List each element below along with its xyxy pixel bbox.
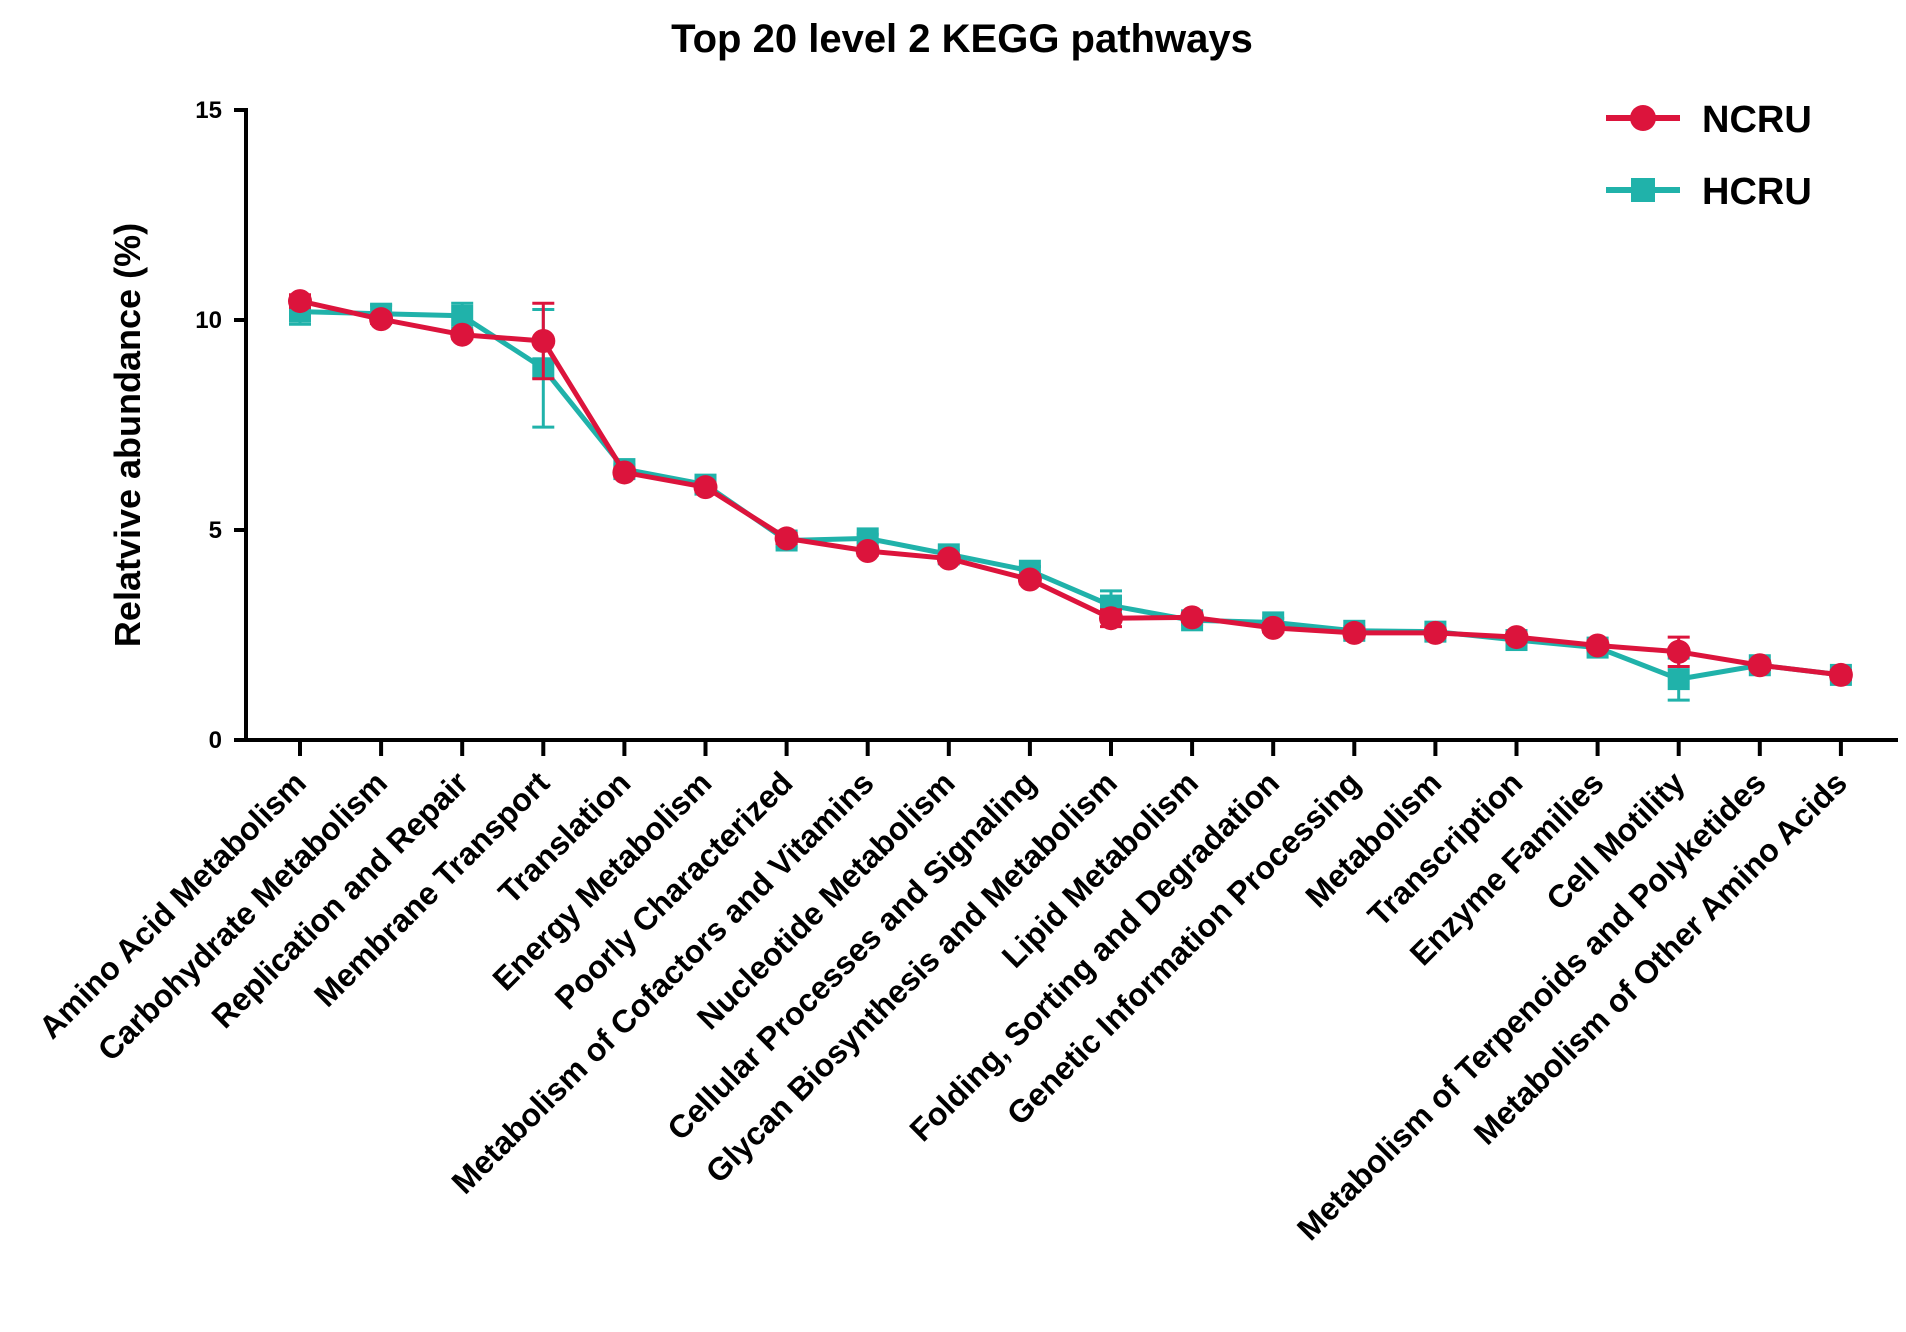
series-ncru [288, 289, 1853, 687]
data-point-circle [693, 475, 718, 500]
data-point-circle [1261, 615, 1286, 640]
data-point-square [1667, 668, 1690, 691]
y-tick-label: 10 [195, 307, 222, 334]
data-point-circle [1666, 639, 1691, 664]
legend-item-hcru: HCRU [1606, 171, 1812, 213]
data-point-circle [774, 526, 799, 551]
x-tick-label: Metabolism of Other Amino Acids [1467, 764, 1854, 1151]
legend-item-ncru: NCRU [1606, 99, 1812, 141]
data-point-circle [1099, 606, 1123, 631]
y-tick-label: 5 [209, 517, 222, 544]
data-point-circle [1585, 633, 1610, 658]
data-point-circle [369, 307, 394, 332]
y-ticks: 0 5 10 15 [195, 97, 246, 754]
data-point-circle [1180, 605, 1205, 630]
legend-label: HCRU [1702, 171, 1812, 213]
data-point-circle [1342, 620, 1367, 645]
data-point-circle [1017, 567, 1042, 592]
data-point-circle [1828, 662, 1853, 687]
series-layer [288, 289, 1853, 702]
series-line [299, 298, 1842, 678]
legend-label: NCRU [1702, 99, 1812, 141]
axes [244, 108, 1898, 742]
chart-title: Top 20 level 2 KEGG pathways [671, 17, 1253, 61]
series-hcru [289, 297, 1852, 702]
y-tick-label: 15 [195, 97, 222, 124]
data-point-circle [1504, 625, 1529, 650]
legend: NCRU HCRU [1606, 99, 1812, 213]
y-tick-label: 0 [209, 727, 222, 754]
data-point-circle [1747, 653, 1772, 678]
series-line [299, 309, 1842, 682]
legend-marker-square [1631, 178, 1655, 202]
data-point-circle [936, 546, 961, 571]
data-point-square [451, 304, 474, 327]
data-point-circle [612, 460, 637, 485]
legend-marker-circle [1630, 105, 1656, 131]
data-point-circle [855, 539, 880, 563]
data-point-circle [531, 329, 556, 353]
data-point-circle [288, 289, 312, 314]
data-point-circle [1423, 620, 1448, 645]
data-point-circle [450, 322, 475, 347]
y-axis-label: Relatvive abundance (%) [107, 223, 148, 647]
